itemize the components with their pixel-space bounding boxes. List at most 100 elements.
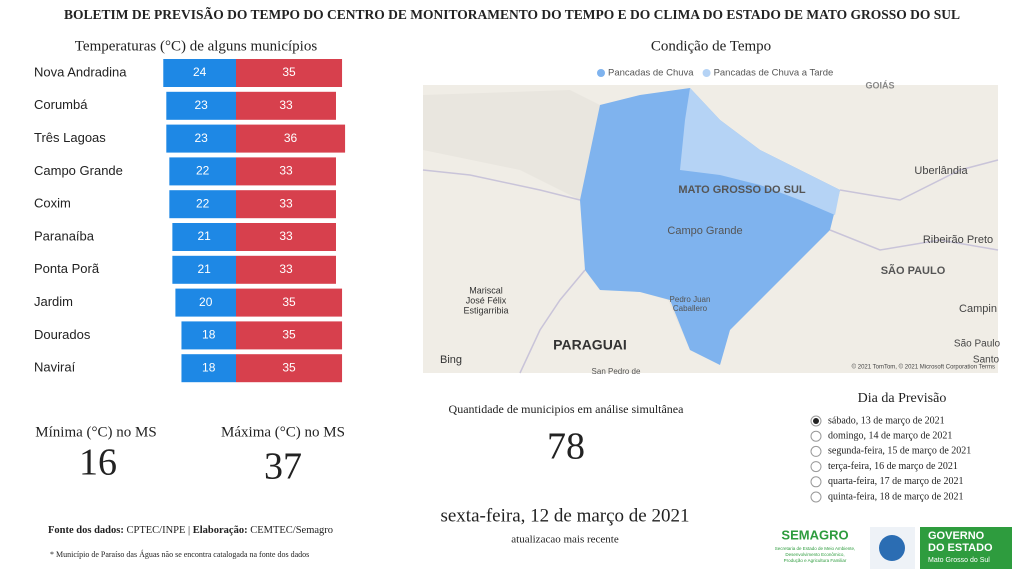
value-label: 20	[199, 295, 213, 309]
legend-swatch	[597, 69, 605, 77]
bar	[169, 157, 236, 186]
semagro-logo: SEMAGRO	[781, 527, 848, 542]
map-label: Mariscal	[469, 285, 503, 295]
map-label: Santo	[973, 355, 1000, 366]
map-title: Condição de Tempo	[651, 38, 771, 54]
chart-title: Temperaturas (°C) de alguns municípios	[75, 38, 318, 54]
radio-option[interactable]: quinta-feira, 18 de março de 2021	[810, 491, 964, 503]
bar	[169, 190, 236, 219]
source-part: CPTEC/INPE |	[124, 525, 193, 536]
update-date: sexta-feira, 12 de março de 2021	[440, 505, 689, 526]
map-label: Pedro Juan	[670, 295, 711, 304]
bar	[236, 124, 346, 153]
update-caption: atualizacao mais recente	[511, 534, 619, 546]
legend-swatch	[702, 69, 711, 77]
category-label: Corumbá	[34, 97, 88, 112]
category-label: Coxim	[34, 196, 71, 211]
category-label: Jardim	[34, 294, 73, 309]
radio-label: domingo, 14 de março de 2021	[828, 430, 952, 441]
border	[839, 159, 999, 201]
radio-dot	[813, 418, 819, 424]
kpi-value: 16	[79, 442, 117, 484]
border	[519, 269, 586, 374]
value-label: 33	[279, 196, 293, 210]
map-label: San Pedro de	[592, 367, 641, 376]
bar	[166, 91, 236, 120]
bar	[181, 354, 236, 383]
map-label: Estigarribia	[463, 305, 508, 315]
value-label: 23	[194, 131, 208, 145]
footnote: * Município de Paraíso das Águas não se …	[50, 549, 309, 559]
value-label: 35	[282, 328, 296, 342]
bar	[236, 59, 343, 87]
map-label: PARAGUAI	[553, 337, 627, 353]
radio-label: sábado, 13 de março de 2021	[828, 415, 945, 426]
legend-label: Pancadas de Chuva	[608, 68, 694, 79]
kpi-label: Mínima (°C) no MS	[35, 424, 156, 440]
bar	[236, 223, 336, 251]
kpi-label: Quantidade de municipios em análise simu…	[449, 402, 685, 416]
gov-logo	[920, 527, 1012, 569]
bar	[236, 190, 336, 219]
radio-option[interactable]: terça-feira, 16 de março de 2021	[810, 461, 958, 473]
bar	[236, 354, 343, 383]
bar	[166, 124, 236, 153]
value-label: 35	[282, 65, 296, 79]
source-part: Fonte dos dados:	[48, 525, 124, 536]
value-label: 33	[279, 229, 293, 243]
radio-option[interactable]: segunda-feira, 15 de março de 2021	[810, 445, 971, 457]
map-label: Uberlândia	[914, 165, 968, 177]
map-label: GOIÁS	[865, 80, 894, 90]
crest-shield	[879, 535, 905, 561]
bar	[163, 59, 236, 87]
radio-label: segunda-feira, 15 de março de 2021	[828, 446, 971, 457]
value-label: 24	[193, 65, 207, 79]
value-label: 36	[284, 131, 298, 145]
category-label: Dourados	[34, 327, 91, 342]
radio	[810, 445, 822, 457]
map-label: Ribeirão Preto	[923, 234, 993, 246]
value-label: 33	[279, 262, 293, 276]
category-label: Campo Grande	[34, 163, 123, 178]
source: Fonte dos dados: CPTEC/INPE | Elaboração…	[48, 525, 333, 536]
map-label: MATO GROSSO DO SUL	[678, 184, 806, 196]
bar	[236, 321, 343, 350]
map-brand: Bing	[440, 354, 462, 366]
kpi-value: 37	[264, 446, 302, 488]
radio	[810, 461, 822, 473]
radio	[810, 430, 822, 442]
value-label: 35	[282, 295, 296, 309]
gov-text: Mato Grosso do Sul	[928, 557, 990, 564]
radio-option[interactable]: quarta-feira, 17 de março de 2021	[810, 476, 964, 488]
semagro-sub: Produção e Agricultura Familiar	[784, 558, 847, 563]
kpi-value: 78	[547, 426, 585, 468]
page-title: BOLETIM DE PREVISÃO DO TEMPO DO CENTRO D…	[64, 7, 960, 22]
bar	[236, 255, 336, 284]
value-label: 35	[282, 360, 296, 374]
bar	[236, 157, 336, 186]
map-label: Caballero	[673, 304, 708, 313]
map-attribution: © 2021 TomTom, © 2021 Microsoft Corporat…	[852, 364, 995, 371]
radio-option[interactable]: sábado, 13 de março de 2021	[810, 415, 945, 427]
bar	[181, 321, 236, 350]
radio-label: quinta-feira, 18 de março de 2021	[828, 491, 964, 502]
map-label: Campo Grande	[667, 225, 742, 237]
forecast-title: Dia da Previsão	[858, 391, 947, 406]
value-label: 22	[196, 164, 210, 178]
ms-rain	[580, 88, 840, 365]
semagro-sub: Desenvolvimento Econômico,	[785, 552, 844, 557]
bar	[172, 223, 236, 251]
value-label: 21	[198, 262, 212, 276]
radio-option[interactable]: domingo, 14 de março de 2021	[810, 430, 952, 442]
bar	[236, 91, 336, 120]
map-label: Campin	[959, 303, 997, 315]
map-label: SÃO PAULO	[881, 264, 946, 277]
gov-text: DO ESTADO	[928, 542, 993, 554]
category-label: Paranaíba	[34, 228, 95, 243]
bar	[172, 255, 236, 284]
radio-label: terça-feira, 16 de março de 2021	[828, 461, 958, 472]
semagro-sub: Secretaria de Estado de Meio Ambiente,	[775, 546, 856, 551]
value-label: 21	[198, 229, 212, 243]
value-label: 18	[202, 328, 216, 342]
